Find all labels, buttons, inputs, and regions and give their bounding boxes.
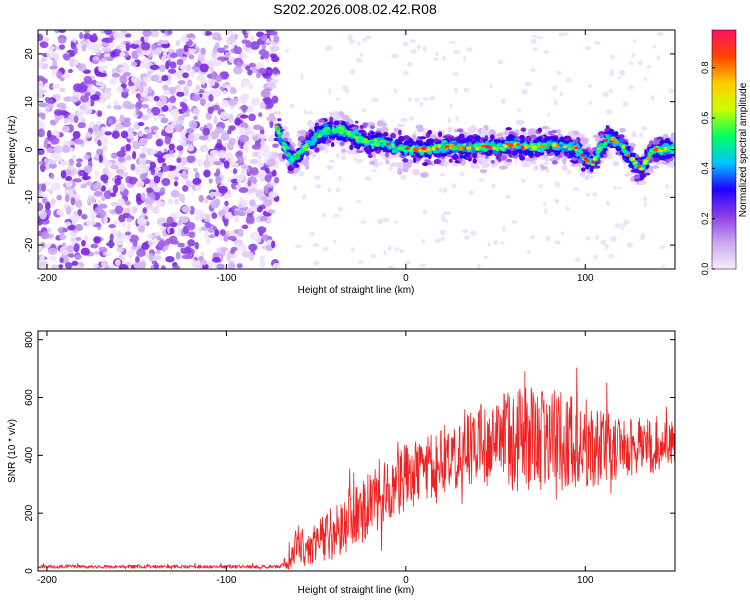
colorbar-bar <box>711 29 737 270</box>
colorbar: 0.0 0.2 0.4 0.6 0.8 Normalized spectral ampl… <box>700 29 749 275</box>
y-tick-label: 800 <box>24 331 35 348</box>
x-tick-label: -100 <box>216 575 236 586</box>
y-tick-label: 0 <box>24 146 35 152</box>
colorbar-label: Normalized spectral amplitude <box>738 82 749 217</box>
colorbar-tick-label: 0.0 <box>700 263 710 276</box>
spectrogram-signal <box>273 111 675 185</box>
y-tick-label: 0 <box>24 568 35 574</box>
spectrogram-xlabel: Height of straight line (km) <box>298 285 415 296</box>
x-tick-label: 100 <box>577 575 594 586</box>
y-tick-label: 600 <box>24 389 35 406</box>
colorbar-tick-label: 0.8 <box>700 61 710 74</box>
colorbar-tick-label: 0.4 <box>700 162 710 175</box>
y-tick-label: -10 <box>24 190 35 205</box>
snr-xlabel: Height of straight line (km) <box>298 585 415 596</box>
snr-series-line <box>38 367 675 570</box>
snr-frame <box>37 330 676 572</box>
y-tick-label: -20 <box>24 237 35 252</box>
y-tick-label: 10 <box>24 96 35 108</box>
y-tick-label: 200 <box>24 504 35 521</box>
snr-panel: -200 -100 0 100 0 200 400 600 800 Height of str… <box>7 330 676 596</box>
x-tick-label: -200 <box>37 575 57 586</box>
colorbar-tick-label: 0.6 <box>700 112 710 125</box>
x-tick-label: 0 <box>403 273 409 284</box>
spectrogram-y-axis: -20 -10 0 10 20 <box>24 48 675 252</box>
spectrogram-x-axis: -200 -100 0 100 <box>37 30 594 284</box>
x-tick-label: -100 <box>216 273 236 284</box>
y-tick-label: 20 <box>24 48 35 60</box>
y-tick-label: 400 <box>24 447 35 464</box>
snr-x-axis: -200 -100 0 100 <box>37 331 594 586</box>
snr-ylabel: SNR (10 * v/v) <box>7 419 18 483</box>
spectrogram-noise <box>38 30 675 269</box>
figure-title: S202.2026.008.02.42.R08 <box>273 1 437 17</box>
colorbar-tick-label: 0.2 <box>700 212 710 225</box>
x-tick-label: 100 <box>577 273 594 284</box>
colorbar-ticks: 0.0 0.2 0.4 0.6 0.8 <box>700 61 715 275</box>
snr-y-axis: 0 200 400 600 800 <box>24 331 675 574</box>
x-tick-label: 0 <box>403 575 409 586</box>
x-tick-label: -200 <box>37 273 57 284</box>
spectrogram-ylabel: Frequency (Hz) <box>7 116 18 185</box>
